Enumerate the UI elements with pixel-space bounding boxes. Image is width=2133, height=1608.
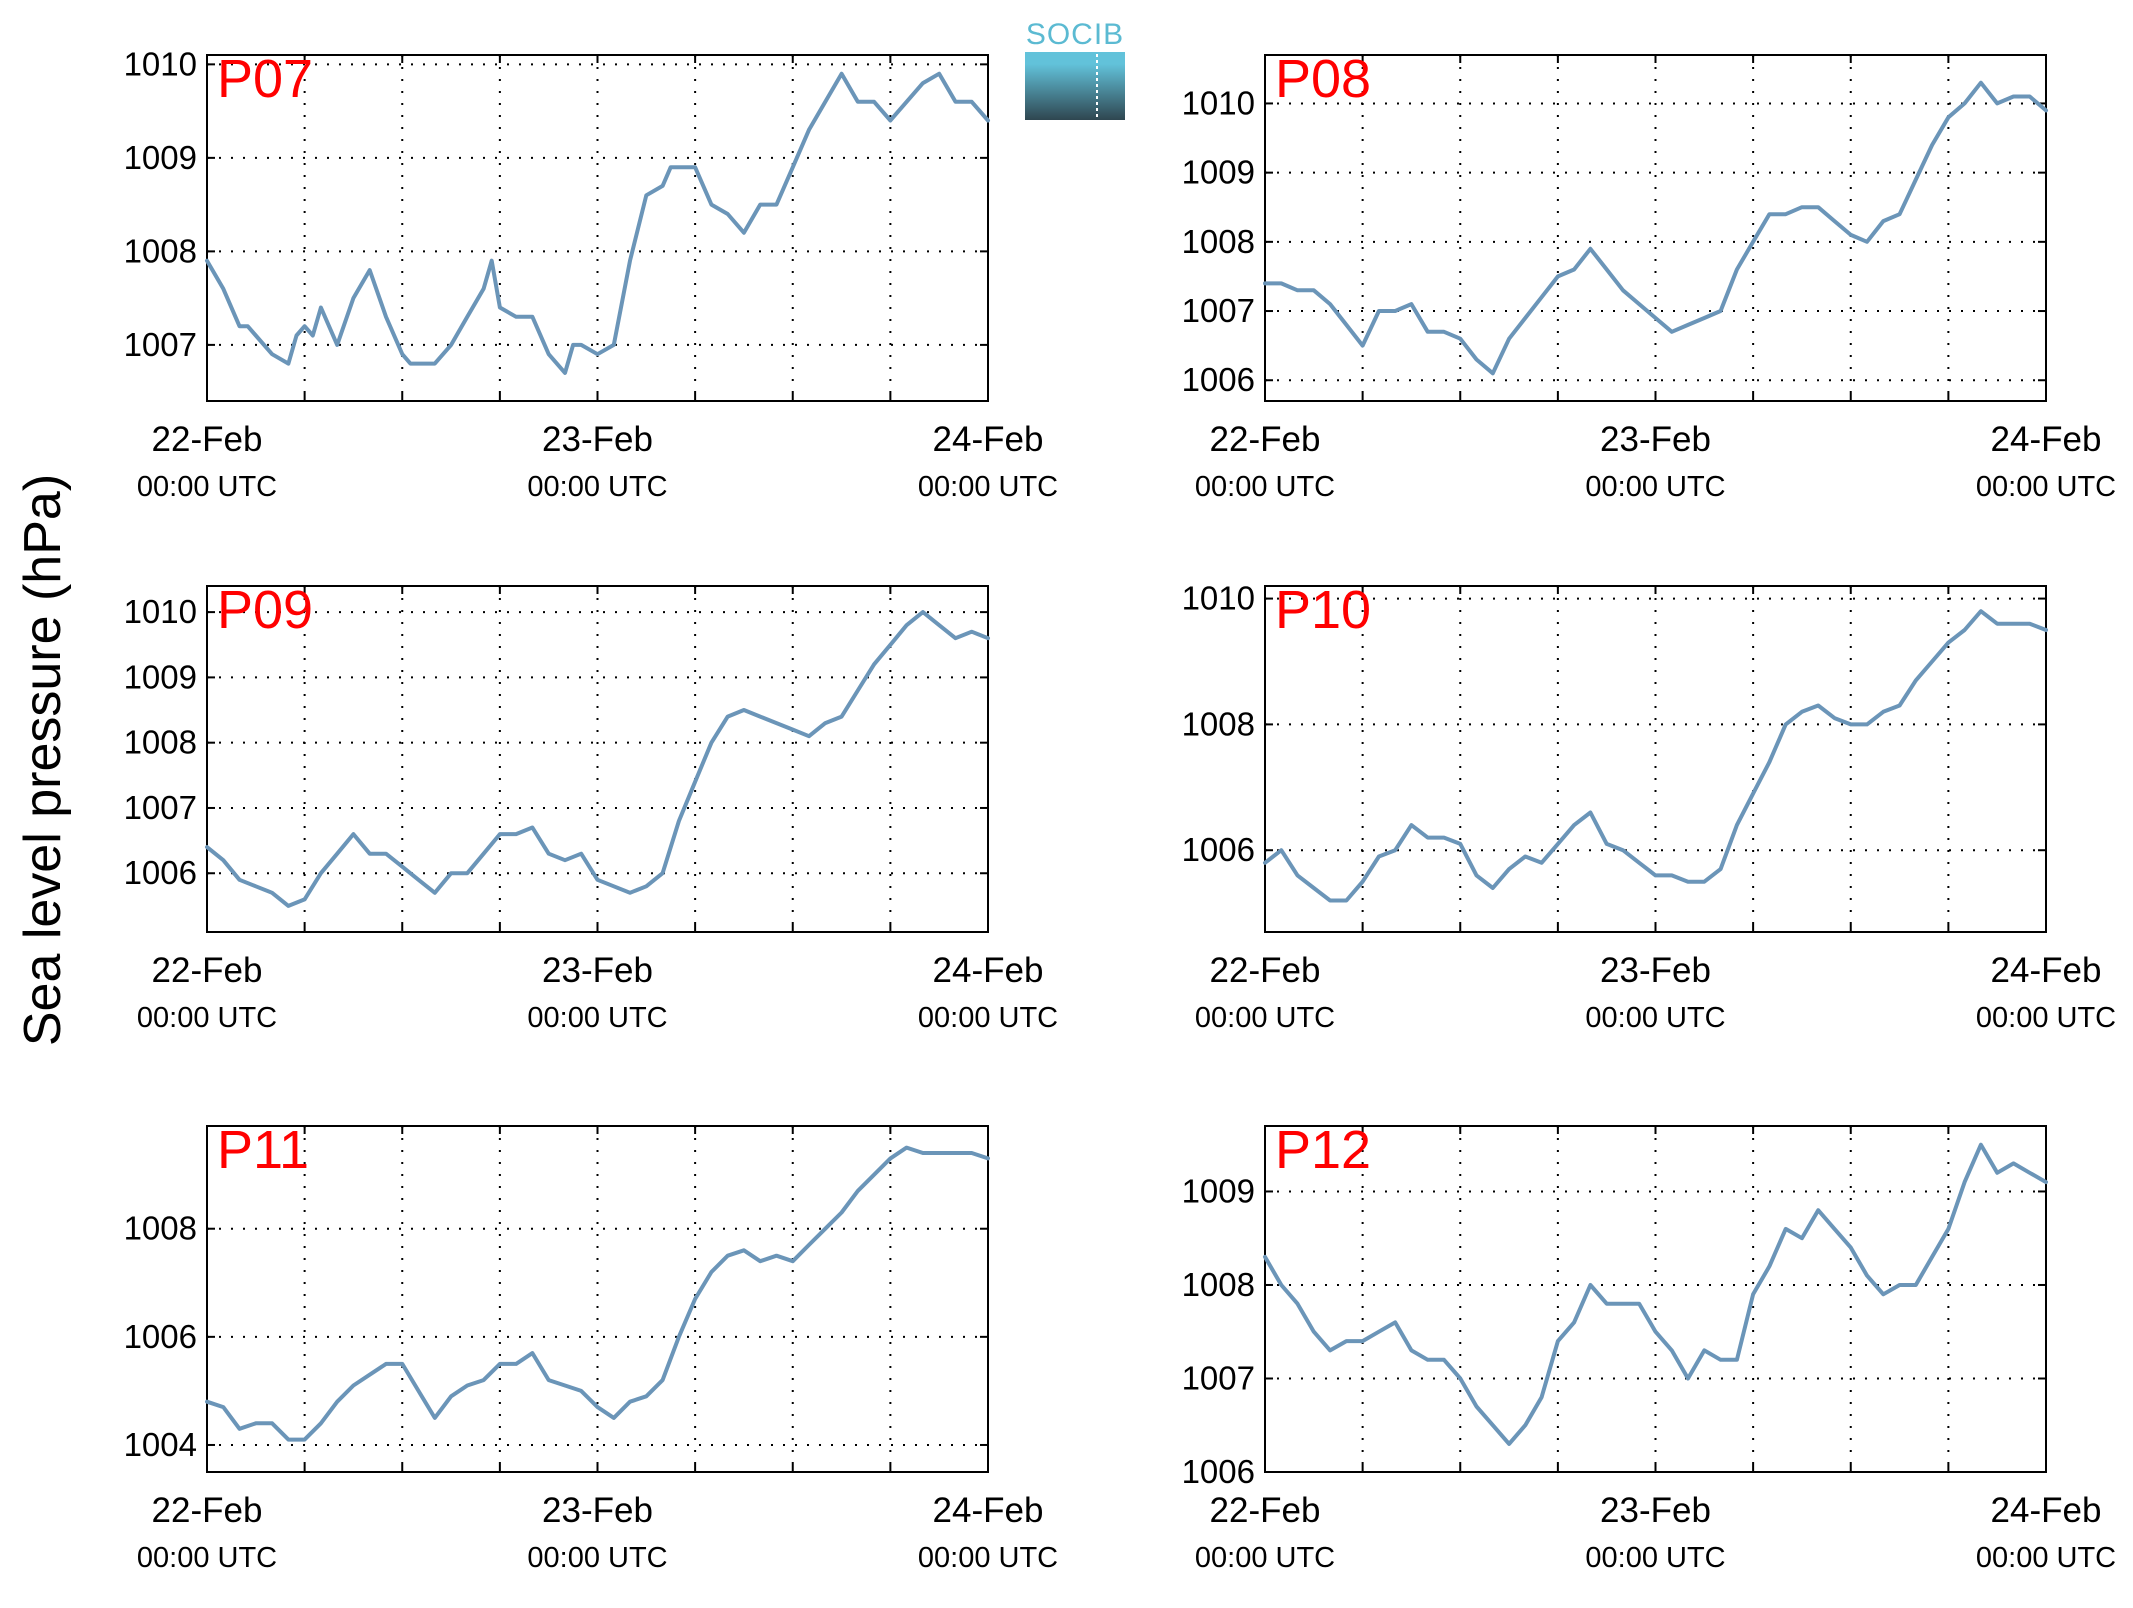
y-tick-label: 1007 xyxy=(1182,1359,1255,1396)
y-tick-label: 1010 xyxy=(124,593,197,630)
x-tick-label-time: 00:00 UTC xyxy=(1976,1542,2116,1574)
panel-label: P08 xyxy=(1275,49,1371,109)
panel-label: P09 xyxy=(217,580,313,640)
y-tick-label: 1008 xyxy=(124,232,197,269)
y-tick-label: 1009 xyxy=(1182,1172,1255,1209)
y-tick-label: 1010 xyxy=(1182,84,1255,121)
x-tick-label-time: 00:00 UTC xyxy=(527,1542,667,1574)
y-tick-label: 1006 xyxy=(1182,361,1255,398)
x-tick-label-time: 00:00 UTC xyxy=(1976,1002,2116,1034)
y-tick-label: 1007 xyxy=(124,326,197,363)
logo-band-top xyxy=(1025,52,1125,64)
x-tick-label-date: 24-Feb xyxy=(933,951,1044,990)
x-tick-label-time: 00:00 UTC xyxy=(137,1542,277,1574)
chart-panels: 1007 1008 1009 1010 22-Feb 00:00 UTC 23-Feb 00:… xyxy=(124,45,2117,1574)
x-tick-label-date: 24-Feb xyxy=(933,1491,1044,1530)
logo-block xyxy=(1025,64,1125,120)
panel-label: P10 xyxy=(1275,580,1371,640)
panel-p11: 1004 1006 1008 22-Feb 00:00 UTC 23-Feb 00:00 U… xyxy=(124,1120,1059,1574)
y-tick-label: 1006 xyxy=(124,1318,197,1355)
series-line xyxy=(205,71,990,375)
y-tick-label: 1007 xyxy=(124,789,197,826)
x-tick-label-time: 00:00 UTC xyxy=(1976,471,2116,503)
panel-p07: 1007 1008 1009 1010 22-Feb 00:00 UTC 23-Feb 00:… xyxy=(124,45,1059,503)
x-tick-label-date: 23-Feb xyxy=(1600,951,1711,990)
y-tick-label: 1010 xyxy=(124,45,197,82)
panel-p12: 1006 1007 1008 1009 22-Feb 00:00 UTC 23-Feb 00:… xyxy=(1182,1120,2117,1574)
x-tick-label-date: 22-Feb xyxy=(152,951,263,990)
y-tick-label: 1004 xyxy=(124,1426,197,1463)
x-tick-label-date: 24-Feb xyxy=(1991,420,2102,459)
y-tick-label: 1006 xyxy=(1182,1453,1255,1490)
x-tick-label-time: 00:00 UTC xyxy=(527,1002,667,1034)
y-tick-label: 1008 xyxy=(124,724,197,761)
x-tick-label-time: 00:00 UTC xyxy=(918,1542,1058,1574)
x-tick-label-time: 00:00 UTC xyxy=(1195,1002,1335,1034)
x-tick-label-date: 24-Feb xyxy=(1991,951,2102,990)
y-axis-label: Sea level pressure (hPa) xyxy=(14,474,72,1046)
series-line xyxy=(205,1145,990,1442)
x-tick-label-time: 00:00 UTC xyxy=(137,1002,277,1034)
panel-p09: 1006 1007 1008 1009 1010 22-Feb 00:00 UTC 23-Fe… xyxy=(124,580,1059,1034)
panel-p10: 1006 1008 1010 22-Feb 00:00 UTC 23-Feb 00:00 U… xyxy=(1182,580,2117,1034)
x-tick-label-date: 23-Feb xyxy=(542,420,653,459)
panel-label: P11 xyxy=(217,1120,309,1180)
x-tick-label-date: 23-Feb xyxy=(1600,1491,1711,1530)
y-tick-label: 1006 xyxy=(124,854,197,891)
panel-label: P12 xyxy=(1275,1120,1371,1180)
x-tick-label-date: 22-Feb xyxy=(1210,951,1321,990)
x-tick-label-date: 22-Feb xyxy=(1210,1491,1321,1530)
x-tick-label-time: 00:00 UTC xyxy=(527,471,667,503)
x-tick-label-time: 00:00 UTC xyxy=(1585,1002,1725,1034)
socib-logo: SOCIB xyxy=(1025,18,1125,120)
series-line xyxy=(1263,80,2048,376)
y-tick-label: 1009 xyxy=(124,658,197,695)
y-tick-label: 1008 xyxy=(124,1210,197,1247)
y-tick-label: 1008 xyxy=(1182,223,1255,260)
x-tick-label-date: 24-Feb xyxy=(933,420,1044,459)
y-tick-label: 1008 xyxy=(1182,705,1255,742)
x-tick-label-time: 00:00 UTC xyxy=(918,1002,1058,1034)
x-tick-label-date: 22-Feb xyxy=(152,420,263,459)
x-tick-label-time: 00:00 UTC xyxy=(1195,471,1335,503)
y-tick-label: 1009 xyxy=(124,139,197,176)
x-tick-label-time: 00:00 UTC xyxy=(1195,1542,1335,1574)
x-tick-label-date: 23-Feb xyxy=(1600,420,1711,459)
x-tick-label-time: 00:00 UTC xyxy=(1585,471,1725,503)
logo-text: SOCIB xyxy=(1026,18,1124,51)
series-line xyxy=(1263,1142,2048,1446)
x-tick-label-date: 22-Feb xyxy=(1210,420,1321,459)
x-tick-label-time: 00:00 UTC xyxy=(918,471,1058,503)
y-tick-label: 1006 xyxy=(1182,831,1255,868)
panel-p08: 1006 1007 1008 1009 1010 22-Feb 00:00 UTC 23-Fe… xyxy=(1182,49,2117,503)
x-tick-label-time: 00:00 UTC xyxy=(137,471,277,503)
series-line xyxy=(1263,609,2048,903)
y-tick-label: 1007 xyxy=(1182,292,1255,329)
panel-label: P07 xyxy=(217,49,313,109)
x-tick-label-date: 23-Feb xyxy=(542,1491,653,1530)
y-tick-label: 1009 xyxy=(1182,154,1255,191)
y-tick-label: 1010 xyxy=(1182,580,1255,617)
x-tick-label-date: 22-Feb xyxy=(152,1491,263,1530)
x-tick-label-date: 24-Feb xyxy=(1991,1491,2102,1530)
y-tick-label: 1008 xyxy=(1182,1266,1255,1303)
x-tick-label-date: 23-Feb xyxy=(542,951,653,990)
x-tick-label-time: 00:00 UTC xyxy=(1585,1542,1725,1574)
series-line xyxy=(205,610,990,908)
